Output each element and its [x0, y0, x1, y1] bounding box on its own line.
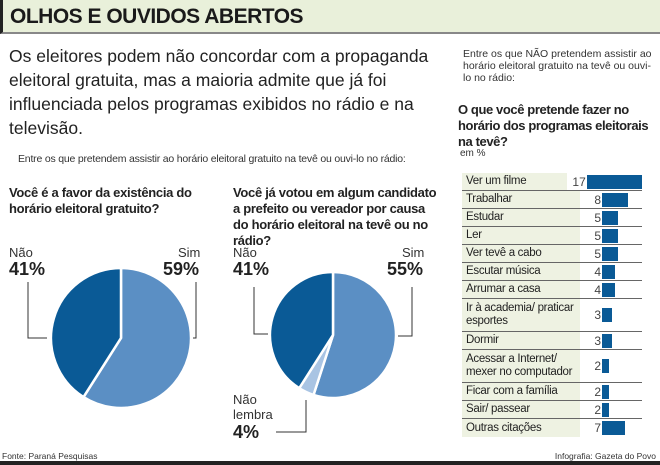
bar-category: Acessar a Internet/ mexer no computador — [462, 350, 580, 382]
pie2-label-naolembra: Não lembra — [233, 392, 273, 422]
bar-category: Sair/ passear — [462, 401, 580, 418]
bar-value: 5 — [594, 246, 601, 261]
bar-row: Sair/ passear 2 — [462, 401, 642, 419]
pie2-pct-sim: 55% — [387, 259, 424, 279]
bar-row: Arrumar a casa 4 — [462, 281, 642, 299]
bar-unit: em % — [460, 148, 486, 159]
bar — [602, 402, 609, 417]
bar — [602, 282, 615, 297]
bar-value: 5 — [594, 210, 601, 225]
pie1-pct-sim: 59% — [163, 259, 200, 279]
bar-row: Ler 5 — [462, 227, 642, 245]
bar-category: Ver um filme — [462, 173, 568, 190]
pie1-leader-nao — [27, 282, 47, 339]
pie2-pct-nao: 41% — [233, 259, 270, 279]
bar — [602, 228, 619, 243]
bar-question: O que você pretende fazer no horário dos… — [458, 102, 649, 149]
bar-category: Outras citações — [462, 419, 580, 437]
bar-category: Ler — [462, 227, 580, 244]
bar-value: 8 — [594, 192, 601, 207]
pie1-label-sim: Sim — [178, 245, 201, 260]
pie1-slice-sim — [81, 266, 193, 410]
bar-category: Dormir — [462, 332, 580, 349]
bar — [602, 384, 609, 399]
bar-category: Escutar música — [462, 263, 580, 280]
bar-category: Ver tevê a cabo — [462, 245, 580, 262]
subtitle: Entre os que pretendem assistir ao horár… — [18, 153, 406, 165]
bar-category: Estudar — [462, 209, 580, 226]
bar — [602, 308, 612, 322]
bar — [602, 246, 619, 261]
bar-row: Ficar com a família 2 — [462, 383, 642, 401]
bar — [586, 174, 642, 189]
bar-value: 3 — [594, 308, 601, 322]
bar-row: Trabalhar 8 — [462, 191, 642, 209]
bar-value: 7 — [594, 421, 601, 435]
bar — [602, 421, 625, 435]
bar-note: Entre os que NÃO pretendem assistir ao h… — [463, 48, 652, 84]
pie1-question: Você é a favor da existência do horário … — [9, 185, 192, 216]
pie1-pct-nao: 41% — [9, 259, 46, 279]
pie2-label-nao: Não — [233, 245, 257, 260]
bar-value: 2 — [594, 384, 601, 399]
bar-value: 4 — [594, 264, 601, 279]
pie1-slice-não — [49, 266, 123, 399]
pie2-slice-não — [268, 270, 335, 390]
page-title: OLHOS E OUVIDOS ABERTOS — [0, 0, 660, 34]
pie2-label-sim: Sim — [402, 245, 425, 260]
pie1-label-nao: Não — [9, 245, 33, 260]
bar-table: Ver um filme 17 Trabalhar 8 Estudar 5 Ler 5 Ver … — [462, 173, 642, 437]
bar-value: 4 — [594, 282, 601, 297]
bar-row: Ir à academia/ praticar esportes 3 — [462, 299, 642, 332]
bar-value: 5 — [594, 228, 601, 243]
pie2-leader-naolembra — [276, 400, 307, 433]
bar-row: Estudar 5 — [462, 209, 642, 227]
bar-row: Dormir 3 — [462, 332, 642, 350]
bar — [602, 264, 615, 279]
bar-category: Ficar com a família — [462, 383, 580, 400]
bar-value: 3 — [594, 333, 601, 348]
credit: Infografia: Gazeta do Povo — [554, 451, 656, 461]
bar-row: Escutar música 4 — [462, 263, 642, 281]
bar — [602, 210, 619, 225]
pie2-leader-nao — [253, 287, 268, 335]
intro-text: Os eleitores podem não concordar com a p… — [9, 46, 429, 138]
pie2-question: Você já votou em algum candidato a prefe… — [233, 185, 437, 248]
pie1-leader-sim — [193, 282, 197, 339]
bar-row: Outras citações 7 — [462, 419, 642, 437]
bar-row: Ver um filme 17 — [462, 173, 642, 191]
bottom-rule — [0, 461, 660, 465]
bar — [602, 359, 609, 373]
bar-value: 17 — [572, 174, 586, 189]
bar-category: Arrumar a casa — [462, 281, 580, 298]
bar-category: Ir à academia/ praticar esportes — [462, 299, 580, 331]
source: Fonte: Paraná Pesquisas — [2, 451, 98, 461]
bar — [602, 192, 628, 207]
pie2-pct-naolembra: 4% — [233, 422, 260, 442]
bar-value: 2 — [594, 402, 601, 417]
bar-value: 2 — [594, 359, 601, 373]
pie2-leader-sim — [398, 287, 413, 337]
bar-category: Trabalhar — [462, 191, 580, 208]
bar-row: Ver tevê a cabo 5 — [462, 245, 642, 263]
bar — [602, 333, 612, 348]
bar-row: Acessar a Internet/ mexer no computador 2 — [462, 350, 642, 383]
